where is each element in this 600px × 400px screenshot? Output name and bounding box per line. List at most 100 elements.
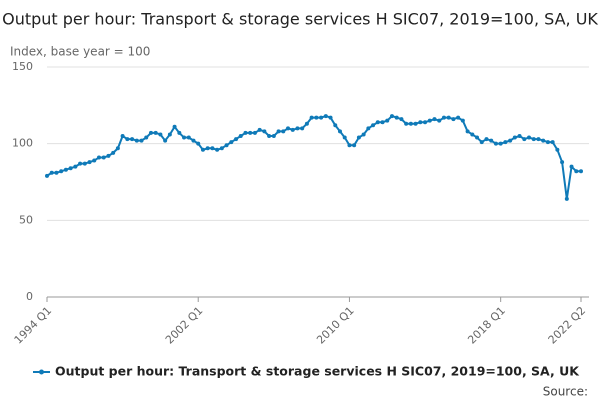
point <box>399 117 404 122</box>
point <box>224 143 229 148</box>
point <box>229 140 234 145</box>
point <box>527 135 532 140</box>
point <box>545 140 550 145</box>
point <box>342 135 347 140</box>
point <box>432 117 437 122</box>
point <box>337 129 342 134</box>
point <box>333 123 338 128</box>
source: Source: <box>543 385 588 399</box>
point <box>441 115 446 120</box>
point <box>87 160 92 165</box>
point <box>101 155 106 160</box>
point <box>366 126 371 131</box>
point <box>158 132 163 137</box>
point <box>569 164 574 169</box>
point <box>68 166 73 171</box>
point <box>144 135 149 140</box>
point <box>215 147 220 152</box>
point <box>295 126 300 131</box>
point <box>205 146 210 151</box>
point <box>191 138 196 143</box>
point <box>404 121 409 126</box>
point <box>427 118 432 123</box>
point <box>234 137 239 142</box>
point <box>96 155 101 160</box>
point <box>300 126 305 131</box>
point <box>186 135 191 140</box>
point <box>380 120 385 125</box>
point <box>508 138 513 143</box>
point <box>522 137 527 142</box>
point <box>517 134 522 138</box>
point <box>262 129 267 134</box>
point <box>423 120 428 125</box>
point <box>134 138 139 143</box>
point <box>182 135 187 140</box>
point <box>257 127 262 132</box>
point <box>465 129 470 134</box>
point <box>347 143 352 148</box>
point <box>120 134 125 138</box>
point <box>451 117 456 122</box>
legend-label: Output per hour: Transport & storage ser… <box>55 364 580 379</box>
point <box>503 140 508 145</box>
point <box>356 135 361 140</box>
point <box>115 146 120 151</box>
point <box>541 138 546 143</box>
point <box>73 164 78 169</box>
point <box>418 120 423 125</box>
point <box>408 121 413 126</box>
point <box>456 115 461 120</box>
x-tick-label: 2022 Q2 <box>546 304 589 347</box>
series-line <box>46 114 581 200</box>
point <box>172 124 177 129</box>
point <box>371 123 376 128</box>
y-axis-label: Index, base year = 100 <box>10 45 150 59</box>
point <box>531 137 536 142</box>
point <box>276 129 281 134</box>
point <box>484 137 489 142</box>
y-tick-label: 100 <box>12 137 33 150</box>
point <box>125 137 130 142</box>
y-tick-label: 150 <box>12 60 33 73</box>
point <box>389 114 394 119</box>
point <box>489 138 494 143</box>
point <box>177 130 182 135</box>
chart-title: Output per hour: Transport & storage ser… <box>2 10 598 29</box>
point <box>267 134 272 138</box>
point <box>304 121 309 126</box>
point <box>106 153 111 158</box>
point <box>574 169 579 174</box>
point <box>328 115 333 120</box>
point <box>49 170 54 175</box>
point <box>413 121 418 126</box>
point <box>196 141 201 146</box>
point <box>219 146 224 151</box>
y-tick-label: 0 <box>26 290 33 303</box>
point <box>394 115 399 120</box>
point <box>78 161 83 166</box>
x-tick-label: 2010 Q1 <box>314 304 357 347</box>
point <box>139 138 144 143</box>
point <box>210 146 215 151</box>
point <box>460 118 465 123</box>
point <box>385 118 390 123</box>
point <box>271 134 276 138</box>
point <box>290 127 295 132</box>
point <box>314 115 319 120</box>
point <box>470 132 475 137</box>
point <box>63 167 68 172</box>
point <box>200 147 205 152</box>
point <box>319 115 324 120</box>
point <box>92 158 97 163</box>
point <box>323 114 328 119</box>
point <box>512 135 517 140</box>
point <box>375 120 380 125</box>
point <box>167 132 172 137</box>
point <box>130 137 135 142</box>
x-tick-label: 2018 Q1 <box>465 304 508 347</box>
point <box>45 173 49 178</box>
point <box>579 169 583 174</box>
point <box>536 137 541 142</box>
point <box>248 130 253 135</box>
